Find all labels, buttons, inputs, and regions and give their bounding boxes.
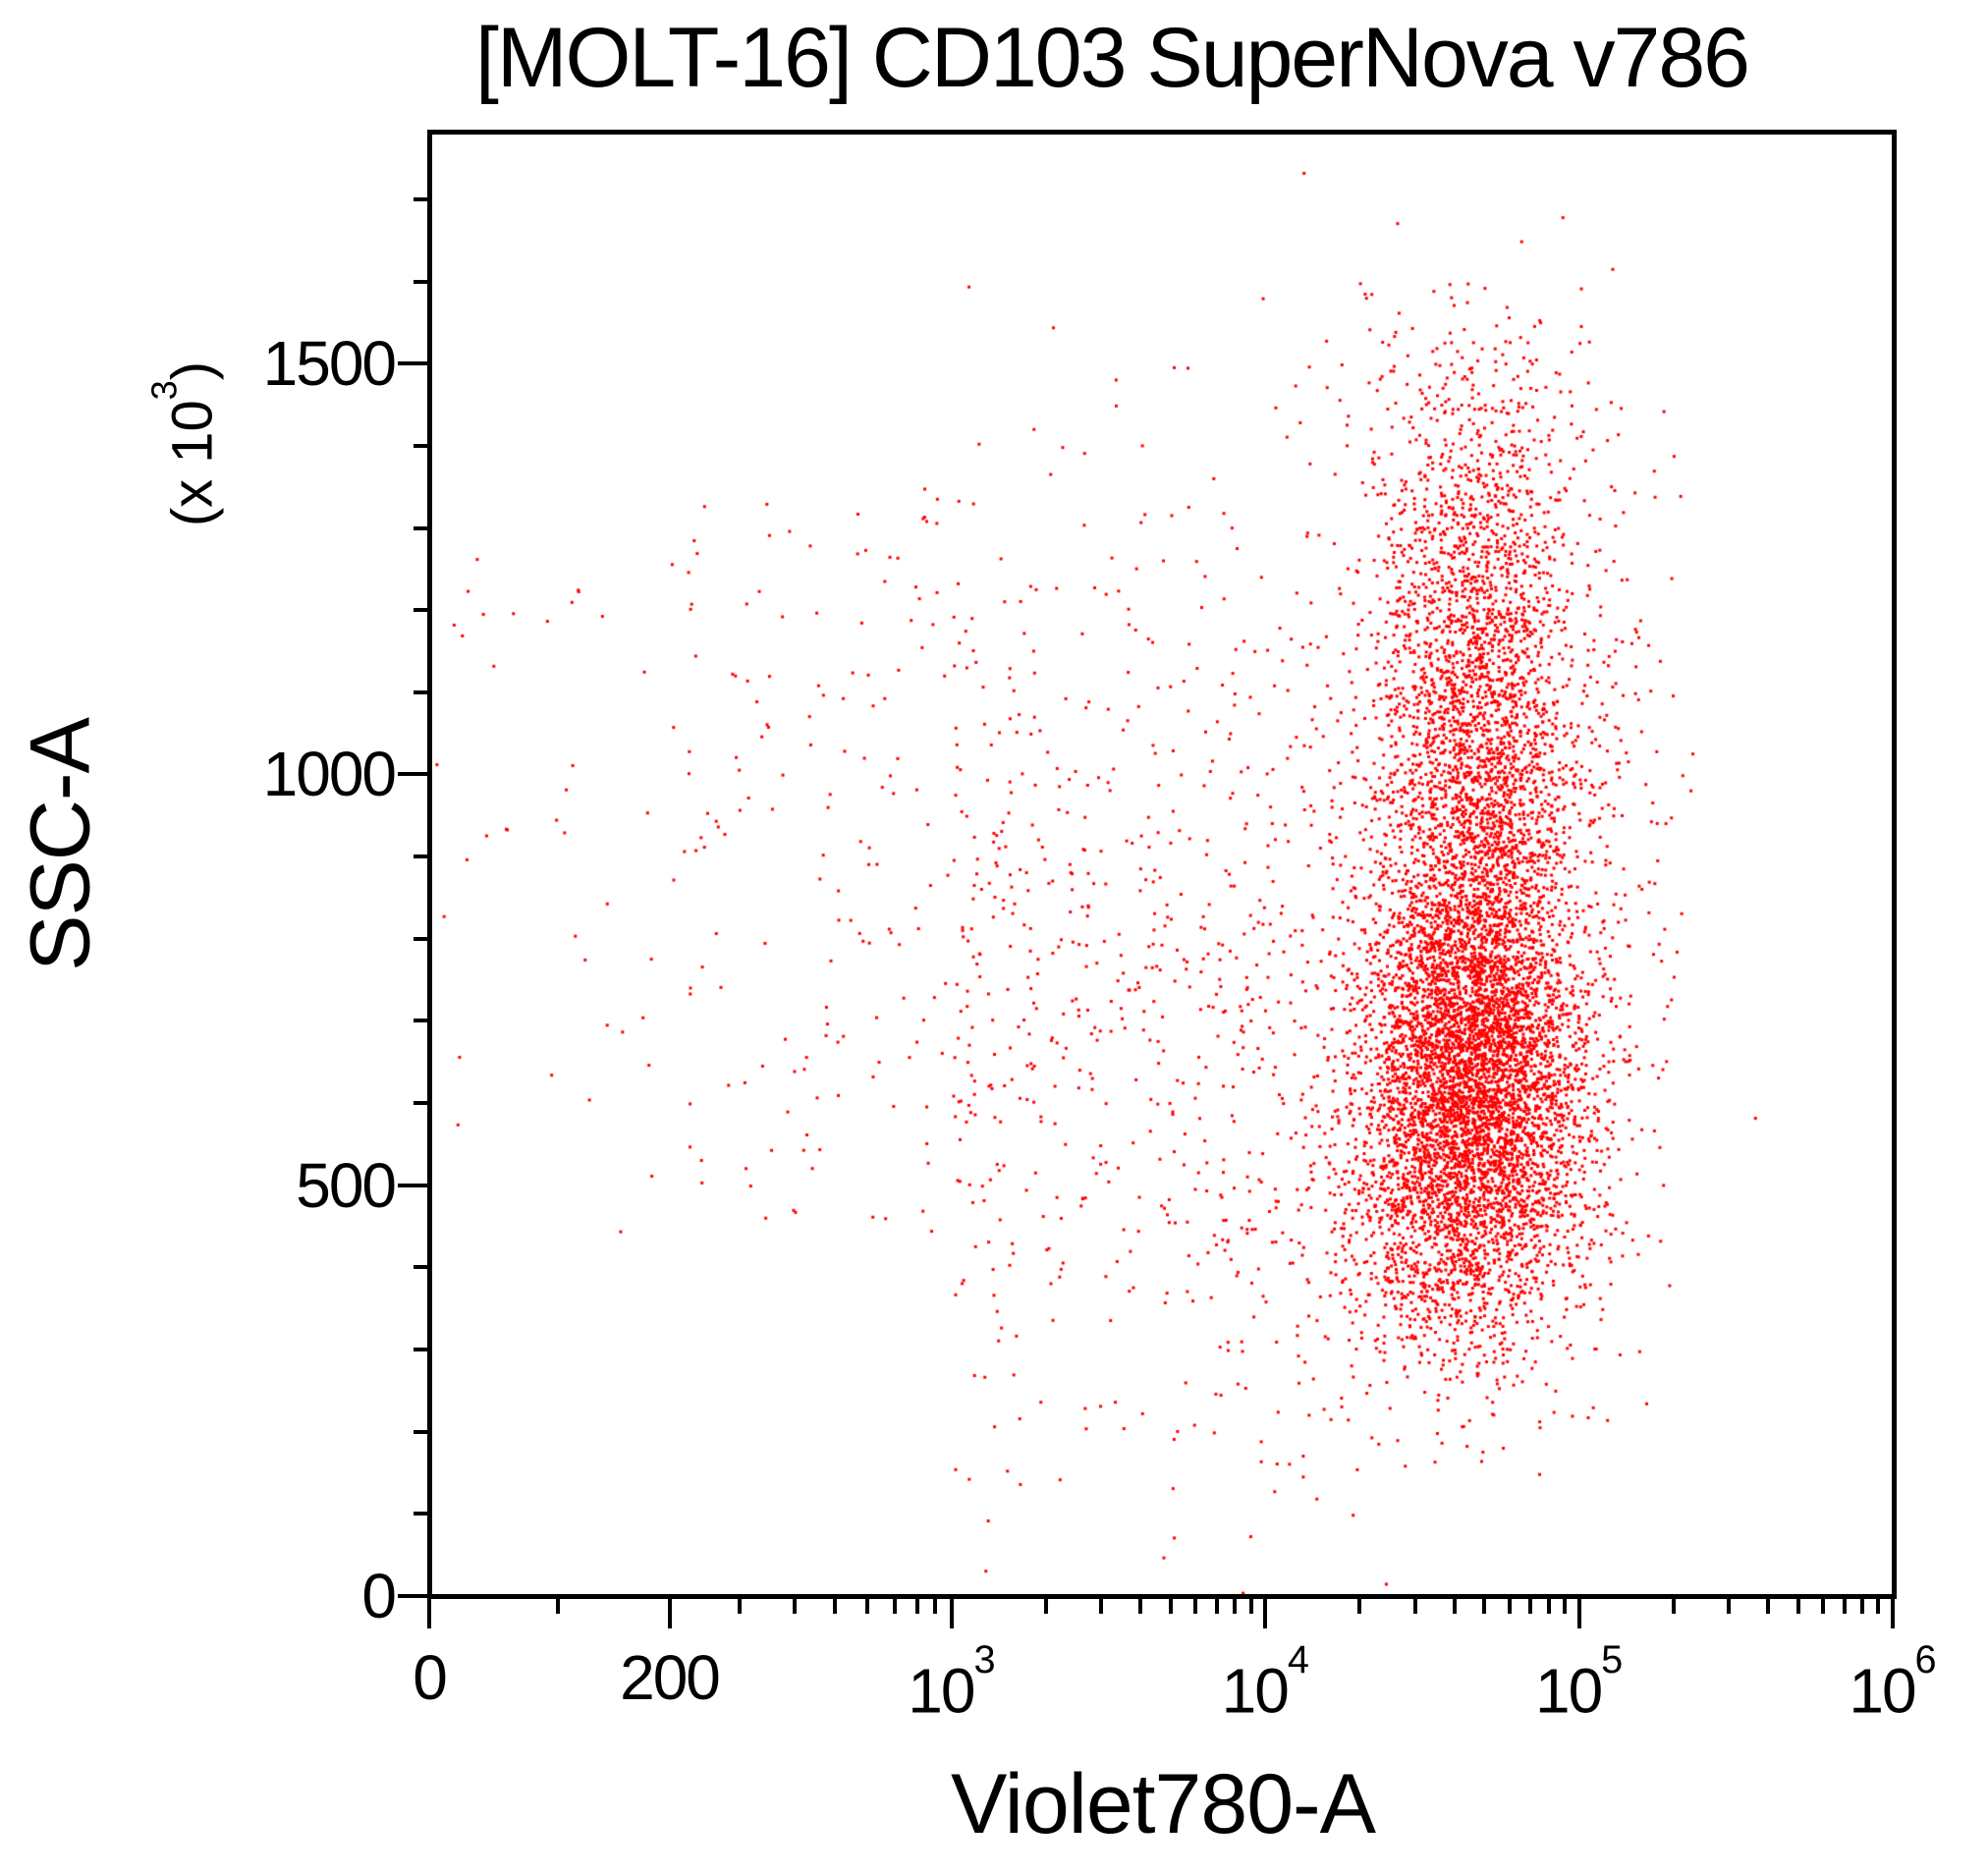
x-tick-label: 106 xyxy=(1849,1638,1937,1727)
x-minor-tick xyxy=(1412,1599,1417,1614)
x-major-tick xyxy=(949,1599,954,1628)
chart-title: [MOLT-16] CD103 SuperNova v786 xyxy=(475,11,1750,105)
y-major-tick xyxy=(398,772,429,777)
x-minor-tick xyxy=(1044,1599,1049,1614)
x-minor-tick xyxy=(833,1599,838,1614)
y-scale-suffix: ) xyxy=(160,360,225,381)
y-major-tick xyxy=(398,361,429,366)
x-minor-tick xyxy=(1765,1599,1770,1614)
x-minor-tick xyxy=(1821,1599,1826,1614)
x-minor-tick xyxy=(1099,1599,1104,1614)
y-minor-tick xyxy=(414,1265,429,1270)
y-major-tick xyxy=(398,1594,429,1598)
y-minor-tick xyxy=(414,1348,429,1352)
x-tick-label: 105 xyxy=(1534,1638,1624,1727)
y-major-tick xyxy=(398,1183,429,1187)
x-minor-tick xyxy=(1169,1599,1174,1614)
y-scale-exponent: 3 xyxy=(143,380,185,401)
y-tick-label: 1500 xyxy=(262,328,397,400)
y-tick-label: 500 xyxy=(296,1149,397,1221)
x-axis-label: Violet780-A xyxy=(950,1757,1376,1851)
y-minor-tick xyxy=(414,1512,429,1516)
x-minor-tick xyxy=(1452,1599,1457,1614)
x-minor-tick xyxy=(1233,1599,1238,1614)
y-tick-label: 0 xyxy=(361,1561,397,1631)
x-minor-tick xyxy=(1563,1599,1568,1614)
x-minor-tick xyxy=(1528,1599,1533,1614)
y-minor-tick xyxy=(414,1019,429,1023)
x-tick-label: 103 xyxy=(908,1638,996,1727)
y-minor-tick xyxy=(414,854,429,859)
x-minor-tick xyxy=(1507,1599,1512,1614)
y-minor-tick xyxy=(414,936,429,941)
x-minor-tick xyxy=(738,1599,743,1614)
x-minor-tick xyxy=(1482,1599,1487,1614)
x-minor-tick xyxy=(793,1599,798,1614)
x-minor-tick xyxy=(865,1599,870,1614)
x-major-tick xyxy=(427,1599,431,1628)
y-axis-scale-label: (x 103) xyxy=(143,360,225,527)
x-minor-tick xyxy=(1546,1599,1551,1614)
x-tick-label: 0 xyxy=(413,1642,448,1713)
x-minor-tick xyxy=(933,1599,938,1614)
y-minor-tick xyxy=(414,279,429,284)
y-minor-tick xyxy=(414,1429,429,1434)
x-tick-label: 104 xyxy=(1221,1638,1309,1727)
y-minor-tick xyxy=(414,443,429,448)
x-tick-label: 200 xyxy=(620,1642,721,1713)
x-minor-tick xyxy=(1795,1599,1800,1614)
y-minor-tick xyxy=(414,1101,429,1106)
y-minor-tick xyxy=(414,689,429,694)
x-minor-tick xyxy=(1214,1599,1219,1614)
x-minor-tick xyxy=(1193,1599,1198,1614)
x-major-tick xyxy=(1890,1599,1895,1628)
x-major-tick xyxy=(667,1599,672,1628)
y-tick-label: 1000 xyxy=(262,739,397,810)
x-major-tick xyxy=(1576,1599,1581,1628)
x-minor-tick xyxy=(914,1599,919,1614)
y-axis-label: SSC-A xyxy=(13,718,108,971)
x-minor-tick xyxy=(1727,1599,1731,1614)
x-minor-tick xyxy=(1860,1599,1865,1614)
y-minor-tick xyxy=(414,196,429,201)
x-minor-tick xyxy=(893,1599,898,1614)
x-minor-tick xyxy=(1138,1599,1143,1614)
x-minor-tick xyxy=(1876,1599,1881,1614)
x-minor-tick xyxy=(1671,1599,1676,1614)
x-major-tick xyxy=(1263,1599,1268,1628)
y-minor-tick xyxy=(414,525,429,530)
x-minor-tick xyxy=(1842,1599,1847,1614)
x-minor-tick xyxy=(1248,1599,1253,1614)
x-minor-tick xyxy=(1357,1599,1362,1614)
scatter-points-canvas xyxy=(432,135,1892,1594)
y-scale-prefix: (x 10 xyxy=(160,400,225,527)
x-minor-tick xyxy=(555,1599,560,1614)
y-minor-tick xyxy=(414,608,429,613)
